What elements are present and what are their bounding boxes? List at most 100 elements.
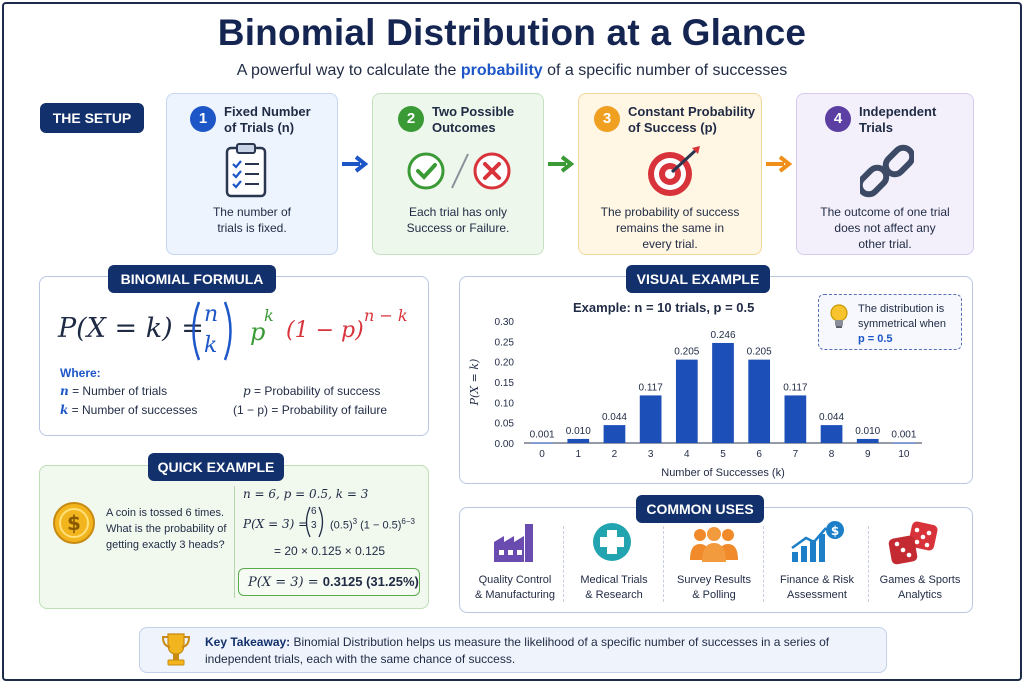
use-medical-trials-line2: & Research xyxy=(585,589,643,601)
def-p: p = Probability of success xyxy=(243,384,380,398)
step-title-1-line1: Fixed Number xyxy=(224,104,311,119)
bar-value-label: 0.001 xyxy=(891,430,916,441)
step-title-4-line2: Trials xyxy=(859,120,893,135)
takeaway-text-line2: independent trials, each with the same c… xyxy=(205,652,516,666)
x-tick-label: 0 xyxy=(539,449,545,460)
bar-value-label: 0.010 xyxy=(855,426,880,437)
binomial-bar-chart: 0.00 0.05 0.10 0.15 0.20 0.25 0.30 0.001 0 0.010 1… xyxy=(468,317,922,479)
lightbulb-icon xyxy=(830,304,848,328)
symmetry-note-line2: symmetrical when xyxy=(858,318,947,330)
quick-binom-top: 6 xyxy=(311,506,317,517)
quick-line1-lhs: P(X = 3) = xyxy=(243,517,309,531)
arrow-right-icon xyxy=(548,155,575,173)
x-tick-label: 6 xyxy=(756,449,762,460)
quick-binom-open xyxy=(305,506,311,538)
formula-panel xyxy=(39,276,429,436)
visual-example-label: VISUAL EXAMPLE xyxy=(626,265,770,293)
def-q: (1 − p) = Probability of failure xyxy=(233,403,387,417)
chain-link-icon xyxy=(860,144,914,198)
binom-close-paren xyxy=(223,301,232,361)
bar-value-label: 0.246 xyxy=(710,330,735,341)
y-axis-label: P(X = k) xyxy=(468,359,481,407)
binom-open-paren xyxy=(192,301,201,361)
arrow-right-icon xyxy=(342,155,369,173)
symmetry-note-line3: p = 0.5 xyxy=(858,333,893,345)
bar-k-8 xyxy=(820,425,843,443)
svg-text:$: $ xyxy=(831,524,839,538)
medical-cross-icon xyxy=(593,523,631,561)
symmetry-note-line1: The distribution is xyxy=(858,303,945,315)
x-tick-label: 4 xyxy=(684,449,690,460)
bar-value-label: 0.044 xyxy=(602,412,627,423)
formula-lhs-text: P(X = k) = xyxy=(58,313,204,344)
step-title-4: Independent Trials xyxy=(859,104,936,136)
quick-question-line3: getting exactly 3 heads? xyxy=(106,539,225,551)
arrow-right-icon xyxy=(766,155,793,173)
trophy-icon xyxy=(161,633,191,666)
step-desc-3-line3: every trial. xyxy=(642,237,698,251)
bar-k-7 xyxy=(784,395,807,443)
formula-lhs: P(X = k) = xyxy=(58,313,204,344)
quick-binom-bottom: 3 xyxy=(311,520,317,531)
bar-k-2 xyxy=(603,425,626,443)
formula-q-exp: n − k xyxy=(364,306,408,325)
x-tick-label: 1 xyxy=(575,449,581,460)
step-desc-3: The probability of success remains the sa… xyxy=(584,204,756,252)
use-survey-results: Survey Results & Polling xyxy=(664,573,764,603)
step-title-4-line1: Independent xyxy=(859,104,937,119)
use-survey-results-line2: & Polling xyxy=(692,589,736,601)
page-subtitle: A powerful way to calculate the probabil… xyxy=(0,62,1024,80)
def-p-text: = Probability of success xyxy=(250,384,381,398)
bar-k-9 xyxy=(856,438,879,443)
step-desc-1-line1: The number of xyxy=(212,205,292,219)
quick-line2: = 20 × 0.125 × 0.125 xyxy=(274,544,386,558)
def-q-text: = Probability of failure xyxy=(268,403,388,417)
quick-params: n = 6, p = 0.5, k = 3 xyxy=(243,487,369,501)
x-tick-label: 9 xyxy=(865,449,871,460)
factory-icon xyxy=(494,524,533,562)
visual-example-pre: Example: xyxy=(573,300,635,315)
use-finance-risk: Finance & Risk Assessment xyxy=(765,573,869,603)
x-axis-label: Number of Successes (k) xyxy=(661,467,784,479)
y-tick-label: 0.15 xyxy=(495,378,515,389)
bar-k-0 xyxy=(531,442,553,444)
step-number-2: 2 xyxy=(398,106,424,132)
use-survey-results-line1: Survey Results xyxy=(677,574,751,586)
bar-k-4 xyxy=(675,359,698,443)
quick-binom-close xyxy=(318,506,324,538)
y-tick-label: 0.25 xyxy=(495,337,515,348)
subtitle-highlight: probability xyxy=(460,62,543,79)
formula-p-exp: k xyxy=(264,306,274,325)
step-desc-2: Each trial has only Success or Failure. xyxy=(382,204,534,236)
step-number-3: 3 xyxy=(594,106,620,132)
bar-value-label: 0.001 xyxy=(530,430,555,441)
quick-line1-base1: (0.5) xyxy=(330,519,353,532)
bar-k-3 xyxy=(639,395,662,443)
target-dart-icon xyxy=(648,146,700,196)
bar-value-label: 0.205 xyxy=(747,347,772,358)
def-k-symbol: k xyxy=(60,403,69,417)
visual-example-caption: Example: n = 10 trials, p = 0.5 xyxy=(573,300,754,315)
step-number-4: 4 xyxy=(825,106,851,132)
use-games-sports-line1: Games & Sports xyxy=(879,574,961,586)
svg-text:$: $ xyxy=(67,511,81,535)
bar-k-10 xyxy=(893,442,915,444)
quick-line1-rest: (0.5)3 (1 − 0.5)6−3 xyxy=(330,517,415,532)
y-tick-label: 0.05 xyxy=(495,419,515,430)
use-quality-control-line2: & Manufacturing xyxy=(474,589,556,601)
people-group-icon xyxy=(690,527,738,562)
def-n-symbol: n xyxy=(60,384,69,398)
bar-k-6 xyxy=(748,359,771,443)
finance-growth-icon: $ xyxy=(791,521,844,562)
bar-k-5 xyxy=(712,342,734,443)
uses-divider xyxy=(663,526,664,602)
x-tick-label: 3 xyxy=(648,449,654,460)
def-p-symbol: p xyxy=(243,384,251,398)
def-n-text: = Number of trials xyxy=(68,384,168,398)
common-uses-label: COMMON USES xyxy=(636,495,764,523)
takeaway-text: Key Takeaway: Binomial Distribution help… xyxy=(205,634,885,668)
uses-divider xyxy=(563,526,564,602)
step-desc-4-line3: other trial. xyxy=(858,237,912,251)
setup-label: THE SETUP xyxy=(40,103,144,133)
